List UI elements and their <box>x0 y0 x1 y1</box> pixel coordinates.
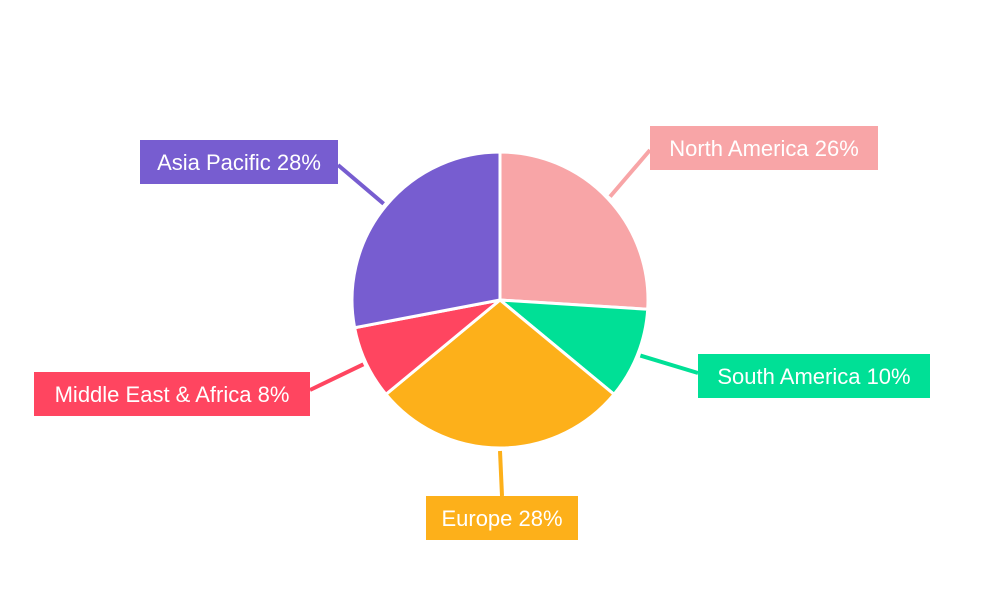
leader-line <box>336 163 385 206</box>
leader-line <box>309 362 365 392</box>
pie-slice-europe[interactable] <box>383 298 617 450</box>
data-label: South America 10% <box>717 364 910 389</box>
data-label: North America 26% <box>669 136 859 161</box>
pie-slice-north-america[interactable] <box>498 150 650 311</box>
data-label-box <box>650 126 878 170</box>
leader-line <box>639 353 699 375</box>
data-label: Europe 28% <box>441 506 562 531</box>
data-label-box <box>34 372 310 416</box>
data-label: Middle East & Africa 8% <box>55 382 290 407</box>
leader-line <box>498 450 504 497</box>
data-label-box <box>140 140 338 184</box>
pie-slice-asia-pacific[interactable] <box>350 150 502 330</box>
pie-slice-south-america[interactable] <box>495 298 650 397</box>
data-label-box <box>426 496 578 540</box>
data-label-box <box>698 354 930 398</box>
leader-line <box>608 148 652 198</box>
data-label: Asia Pacific 28% <box>157 150 321 175</box>
